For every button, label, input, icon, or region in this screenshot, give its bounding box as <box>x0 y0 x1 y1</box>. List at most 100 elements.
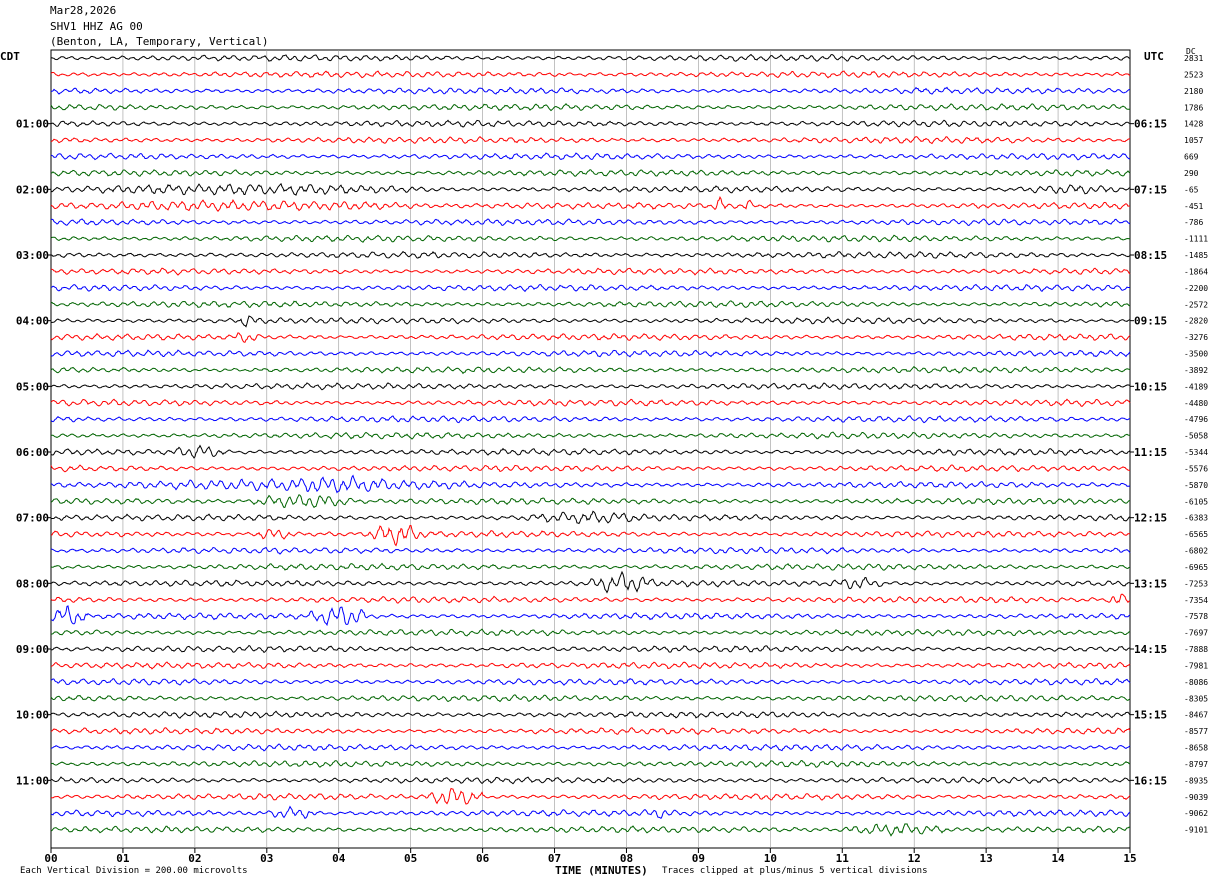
dc-offset-label: 2180 <box>1184 87 1203 96</box>
trace-line <box>50 365 1131 375</box>
dc-offset-label: -8935 <box>1184 776 1208 785</box>
trace-line <box>50 398 1131 407</box>
dc-offset-label: -786 <box>1184 218 1203 227</box>
dc-offset-label: -7253 <box>1184 579 1208 588</box>
utc-time-label: 11:15 <box>1134 446 1167 459</box>
trace-line <box>50 119 1131 128</box>
dc-offset-label: -9039 <box>1184 793 1208 802</box>
dc-offset-label: -2200 <box>1184 284 1208 293</box>
trace-line <box>50 474 1131 494</box>
dc-offset-label: -8797 <box>1184 760 1208 769</box>
trace-line <box>50 494 1131 509</box>
utc-time-label: 12:15 <box>1134 512 1167 525</box>
x-tick-label: 14 <box>1051 852 1065 865</box>
dc-offset-label: -2820 <box>1184 317 1208 326</box>
cdt-time-label: 02:00 <box>16 183 49 196</box>
dc-offset-label: 2523 <box>1184 70 1203 79</box>
x-tick-label: 09 <box>692 852 705 865</box>
utc-time-label: 16:15 <box>1134 774 1167 787</box>
right-timezone-label: UTC <box>1144 50 1164 63</box>
dc-offset-label: -5344 <box>1184 448 1208 457</box>
dc-column-label: DC <box>1186 47 1196 56</box>
trace-line <box>51 431 1131 440</box>
chart-location: (Benton, LA, Temporary, Vertical) <box>50 35 269 48</box>
dc-offset-label: -7578 <box>1184 612 1208 621</box>
x-tick-label: 06 <box>476 852 490 865</box>
chart-station: SHV1 HHZ AG 00 <box>50 20 143 33</box>
dc-offset-label: -6965 <box>1184 563 1208 572</box>
trace-line <box>50 70 1131 79</box>
dc-offset-label: 669 <box>1184 153 1199 162</box>
utc-time-label: 14:15 <box>1134 643 1167 656</box>
dc-offset-label: -6383 <box>1184 514 1208 523</box>
dc-offset-label: -7697 <box>1184 629 1208 638</box>
trace-line <box>50 196 1130 212</box>
trace-line <box>50 169 1131 177</box>
utc-time-label: 15:15 <box>1134 709 1167 722</box>
trace-line <box>50 182 1131 196</box>
utc-time-label: 08:15 <box>1134 249 1167 262</box>
x-tick-label: 04 <box>332 852 346 865</box>
trace-line <box>50 823 1131 837</box>
dc-offset-label: 1786 <box>1184 103 1203 112</box>
dc-offset-label: -7888 <box>1184 645 1208 654</box>
trace-line <box>50 332 1131 343</box>
dc-offset-label: -8658 <box>1184 744 1208 753</box>
x-tick-label: 12 <box>908 852 921 865</box>
trace-line <box>50 267 1131 276</box>
trace-line <box>50 570 1131 594</box>
plot-frame <box>50 49 1131 849</box>
dc-offset-label: -7354 <box>1184 596 1208 605</box>
cdt-time-label: 07:00 <box>16 512 49 525</box>
scale-note: Each Vertical Division = 200.00 microvol… <box>20 866 248 876</box>
trace-line <box>50 593 1131 604</box>
trace-line <box>50 694 1131 703</box>
dc-offset-label: -3892 <box>1184 366 1208 375</box>
cdt-time-label: 09:00 <box>16 643 49 656</box>
dc-offset-label: -4480 <box>1184 399 1208 408</box>
dc-offset-label: -5576 <box>1184 464 1208 473</box>
trace-line <box>50 546 1131 555</box>
cdt-time-label: 08:00 <box>16 577 49 590</box>
trace-line <box>50 644 1131 654</box>
trace-line <box>50 787 1131 805</box>
utc-time-label: 09:15 <box>1134 315 1167 328</box>
trace-line <box>50 283 1131 293</box>
cdt-time-label: 11:00 <box>16 774 49 787</box>
dc-offset-label: 1428 <box>1184 120 1203 129</box>
dc-offset-label: -4189 <box>1184 382 1208 391</box>
trace-line <box>50 727 1131 736</box>
dc-offset-label: -2572 <box>1184 300 1208 309</box>
x-tick-label: 13 <box>980 852 993 865</box>
dc-offset-label: -6105 <box>1184 497 1208 506</box>
trace-line <box>50 103 1131 112</box>
x-axis-title: TIME (MINUTES) <box>555 864 648 877</box>
trace-line <box>50 250 1131 259</box>
dc-offset-label: -9101 <box>1184 826 1208 835</box>
x-tick-label: 08 <box>620 852 633 865</box>
trace-line <box>50 300 1131 308</box>
trace-line <box>50 510 1131 525</box>
x-tick-label: 03 <box>260 852 273 865</box>
trace-line <box>50 605 1131 627</box>
cdt-time-label: 06:00 <box>16 446 49 459</box>
dc-offset-label: 1057 <box>1184 136 1203 145</box>
x-tick-label: 02 <box>188 852 201 865</box>
trace-line <box>50 524 1131 547</box>
trace-line <box>50 382 1131 391</box>
trace-line <box>50 562 1131 571</box>
trace-line <box>50 464 1131 473</box>
trace-line <box>50 315 1131 328</box>
trace-line <box>50 743 1131 752</box>
x-tick-label: 00 <box>44 852 57 865</box>
clip-note: Traces clipped at plus/minus 5 vertical … <box>662 866 928 876</box>
cdt-time-label: 01:00 <box>16 118 49 131</box>
x-tick-label: 10 <box>764 852 777 865</box>
trace-line <box>50 53 1131 62</box>
utc-time-label: 07:15 <box>1134 183 1167 196</box>
cdt-time-label: 10:00 <box>16 709 49 722</box>
dc-offset-label: -3500 <box>1184 350 1208 359</box>
cdt-time-label: 04:00 <box>16 315 49 328</box>
trace-line <box>50 628 1131 637</box>
